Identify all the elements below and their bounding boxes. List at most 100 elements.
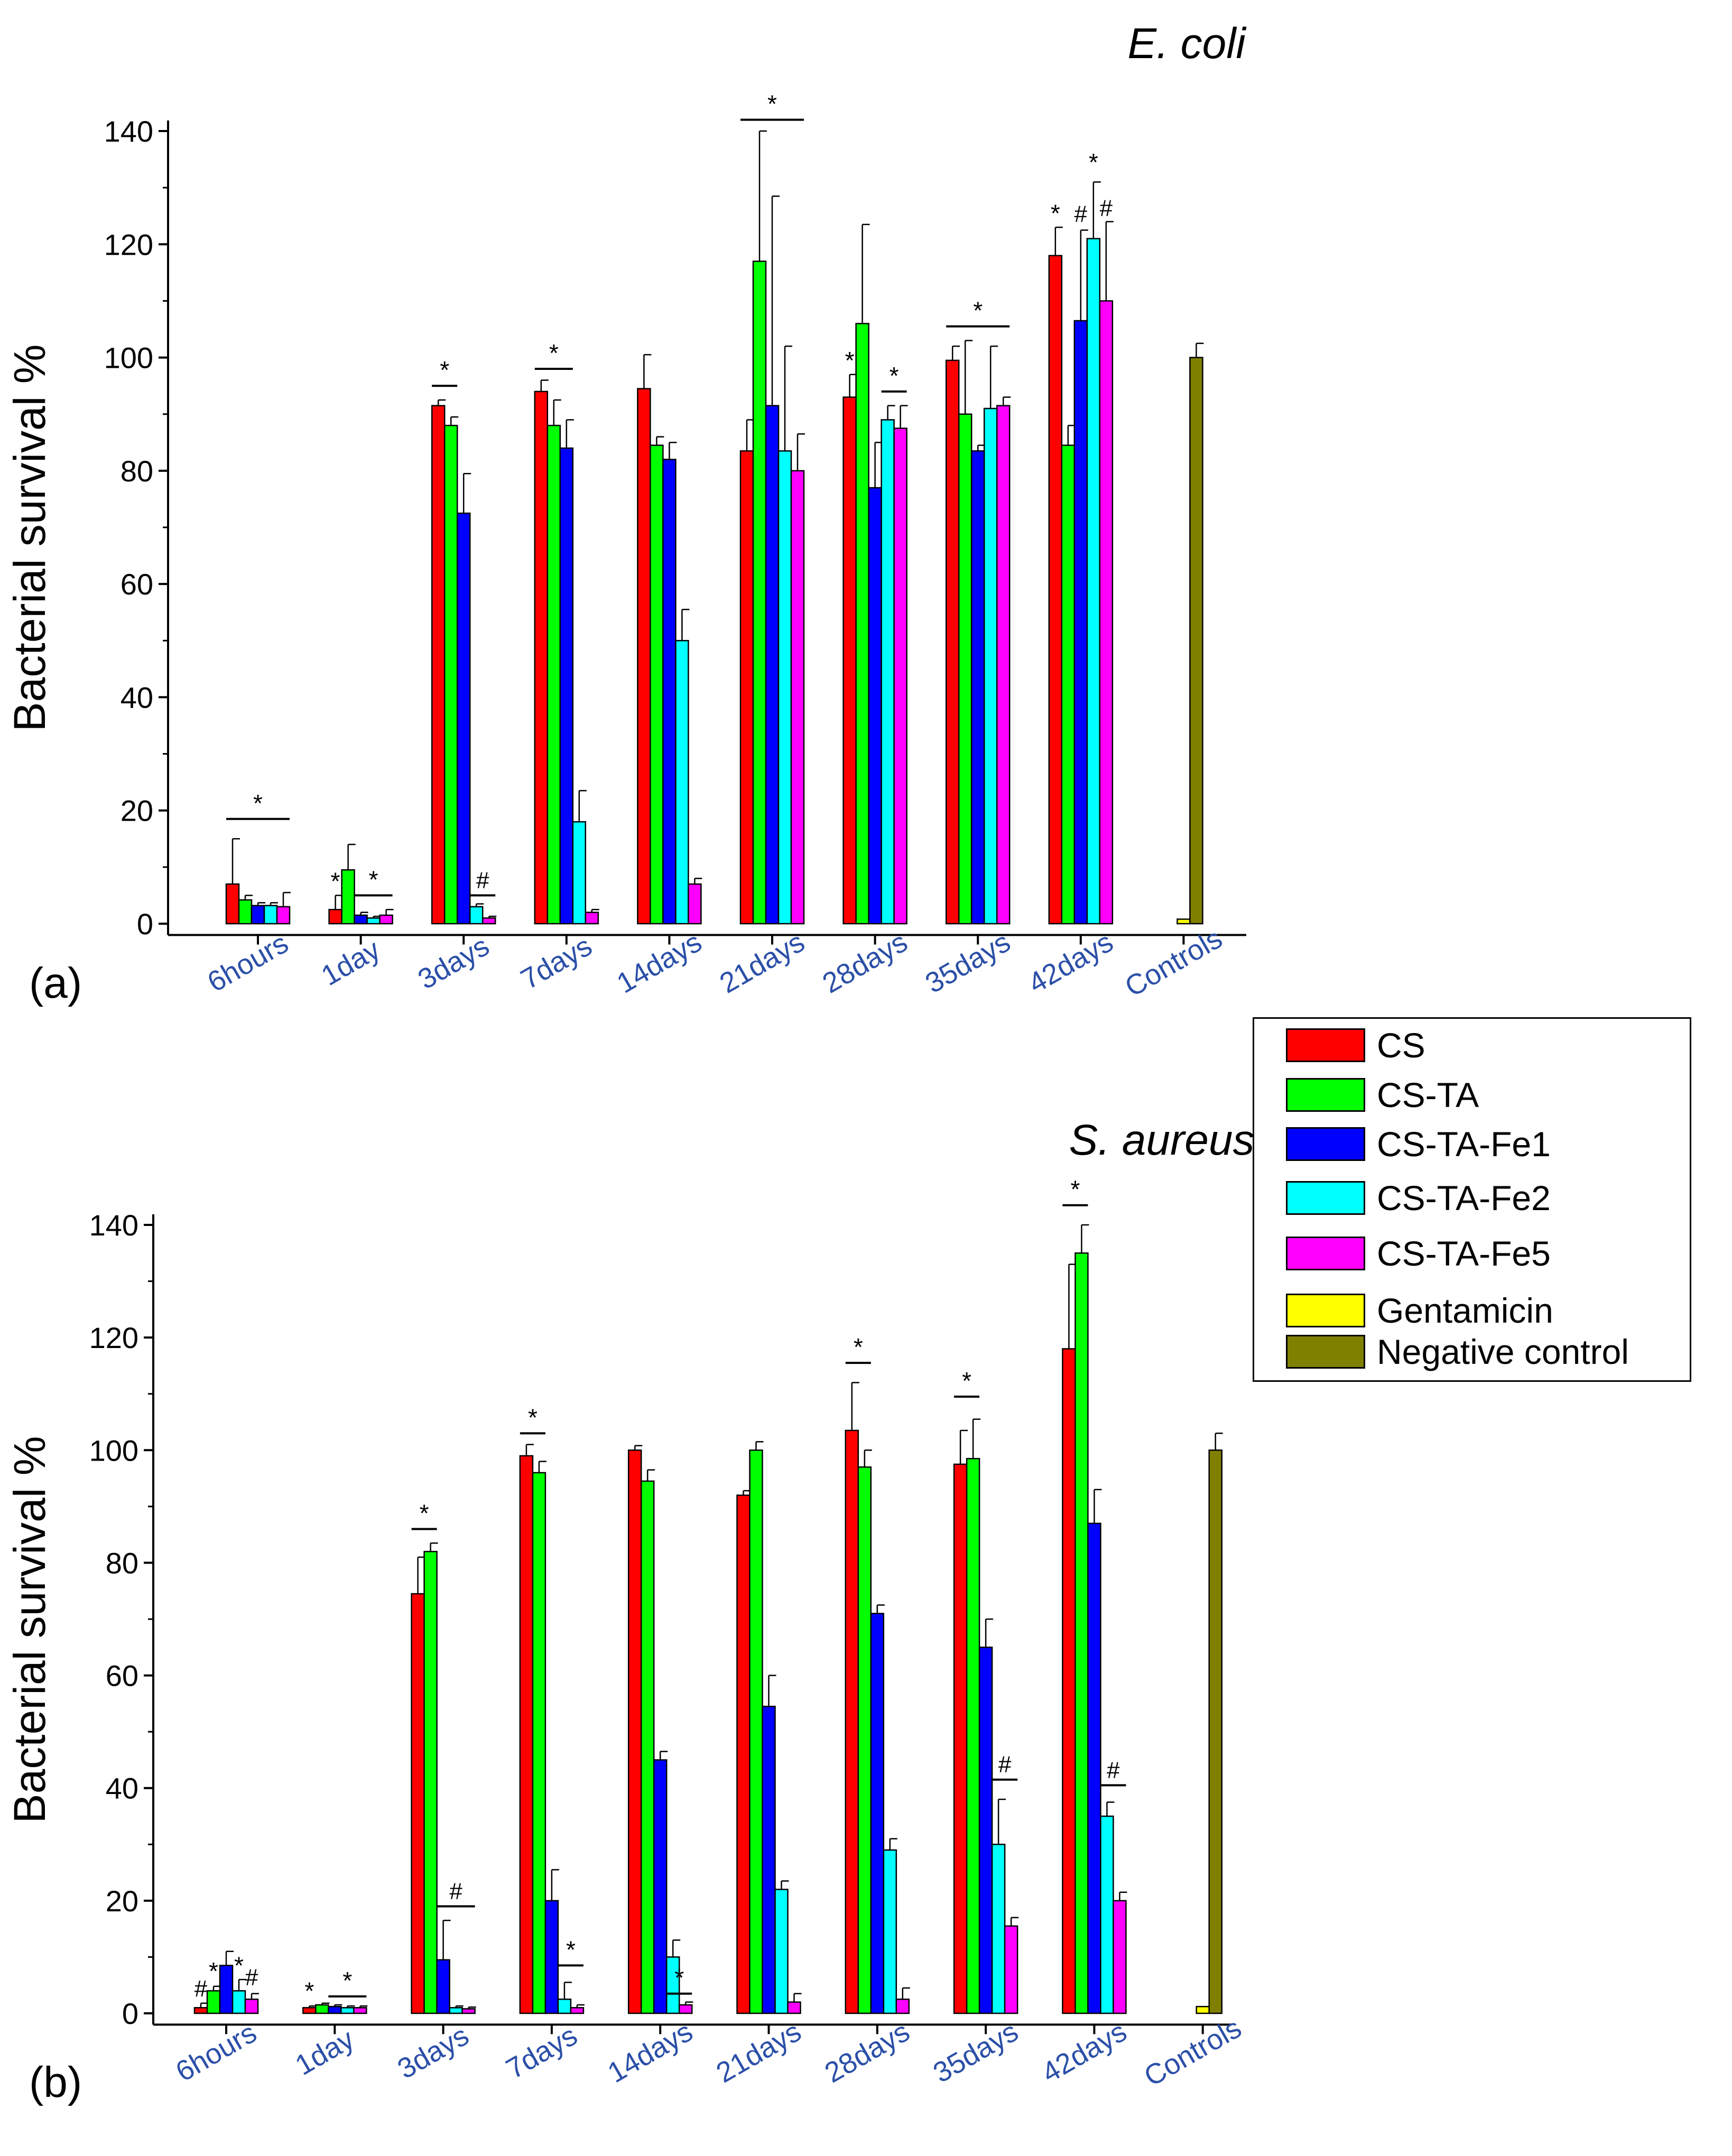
legend-item-cs-ta-fe2: CS-TA-Fe2 [1286,1178,1551,1218]
legend-item-cs-ta: CS-TA [1286,1075,1479,1114]
y-tick-label: 20 [121,794,153,828]
x-tick-label-35days: 35days [920,926,1016,999]
x-tick-label-1day: 1day [290,2023,359,2081]
chart-title: S. aureus [1069,1116,1255,1164]
bar-cs-3days [431,405,446,925]
significance-mark: * [973,297,983,324]
significance-mark: # [476,867,489,893]
bar-cs-ta-fe1-6hours [219,1965,234,2014]
y-tick-label: 80 [106,1546,138,1579]
legend-item-negative-control: Negative control [1286,1332,1629,1371]
bar-cs-ta-42days [1061,444,1076,925]
bar-cs-ta-fe2-7days [572,821,587,925]
bar-cs-42days [1062,1348,1076,2014]
legend-swatch-negative-control [1286,1335,1365,1369]
bar-cs-7days [534,391,549,925]
significance-mark: * [234,1951,244,1979]
legend-label-negative-control: Negative control [1377,1332,1629,1371]
y-tick-label: 120 [104,228,153,261]
significance-mark: * [854,1333,863,1361]
significance-mark: # [245,1965,258,1991]
significance-mark: * [1070,1176,1080,1203]
legend-item-cs-ta-fe1: CS-TA-Fe1 [1286,1125,1551,1164]
panel-b: S. aureus (b) Bacterial survival % 0 20 40 60 8… [5,1116,1254,2106]
x-tick-label-21days: 21days [711,2015,807,2089]
y-tick-label: 100 [89,1434,138,1467]
significance-mark: # [1107,1757,1120,1783]
bar-cs-ta-1day [315,2004,329,2014]
bar-cs-ta-fe2-42days [1100,1815,1114,2014]
significance-mark: * [342,1967,352,1994]
panel-label: (b) [29,2058,82,2106]
bar-cs-ta-fe1-28days [870,1613,885,2014]
y-tick-label: 100 [104,341,153,375]
y-tick-label: 0 [137,907,153,941]
significance-mark: * [845,347,855,374]
bar-gentamicin-controls [1177,918,1191,925]
bar-cs-ta-3days [423,1550,438,2014]
bar-cs-ta-fe1-42days [1073,320,1088,925]
panel-a: E. coli (a) Bacterial survival % 0 20 40 60 80 1… [5,20,1247,1007]
legend-swatch-cs [1286,1028,1365,1062]
bar-cs-ta-fe5-35days [1004,1925,1018,2014]
bar-cs-ta-7days [532,1472,547,2014]
bar-cs-ta-fe1-3days [436,1959,450,2014]
legend-label-cs-ta-fe2: CS-TA-Fe2 [1377,1178,1551,1218]
legend-swatch-cs-ta-fe5 [1286,1237,1365,1270]
bar-cs-ta-fe2-7days [557,1999,572,2014]
bar-cs-ta-fe1-28days [868,487,882,925]
bar-cs-ta-6hours [238,899,253,925]
bar-cs-ta-fe1-35days [978,1647,993,2014]
chart-title: E. coli [1127,20,1247,68]
legend-swatch-gentamicin [1286,1294,1365,1327]
bar-cs-35days [945,359,960,925]
bar-cs-ta-fe1-7days [544,1900,559,2014]
y-tick-label: 80 [121,454,153,488]
y-tick-label: 60 [106,1659,138,1693]
legend-label-cs: CS [1377,1026,1425,1065]
y-axis-title: Bacterial survival % [5,1436,54,1824]
bar-negative-control-controls [1189,357,1203,925]
bar-cs-ta-1day [341,869,355,925]
legend-item-cs: CS [1286,1026,1425,1065]
significance-mark: * [304,1977,314,2004]
bar-cs-ta-fe2-28days [881,419,895,925]
legend-label-cs-ta-fe1: CS-TA-Fe1 [1377,1125,1551,1164]
y-tick-label: 20 [106,1884,138,1918]
bar-cs-ta-fe5-3days [481,917,496,925]
significance-mark: # [1100,196,1113,221]
bar-cs-ta-fe5-28days [893,428,907,925]
bar-cs-35days [953,1463,968,2014]
bar-negative-control-controls [1208,1449,1222,2014]
bar-cs-28days [842,396,857,925]
significance-mark: * [369,866,378,893]
y-axis-title: Bacterial survival % [5,345,54,732]
bar-cs-ta-fe1-3days [456,512,471,925]
bar-cs-14days [627,1449,642,2014]
bar-cs-ta-fe5-42days [1099,300,1114,925]
bar-cs-ta-fe5-14days [688,883,702,925]
x-tick-label-3days: 3days [392,2020,474,2085]
significance-mark: # [194,1976,208,2002]
bar-cs-21days [739,450,754,925]
significance-mark: * [1051,199,1060,227]
y-tick-label: 60 [121,568,153,601]
bar-cs-ta-fe2-21days [777,450,792,925]
bar-cs-ta-fe1-21days [762,1705,776,2014]
bar-cs-ta-fe5-21days [787,2001,801,2014]
bar-cs-ta-fe5-7days [585,912,599,925]
bar-cs-ta-fe1-21days [765,405,780,925]
bar-cs-ta-fe2-1day [340,2007,355,2014]
x-tick-label-6hours: 6hours [202,927,293,999]
bar-cs-3days [411,1593,425,2014]
bar-cs-ta-14days [650,444,664,925]
bar-cs-ta-42days [1075,1252,1089,2014]
significance-mark: * [767,90,777,118]
significance-mark: * [420,1499,429,1527]
bar-cs-ta-fe1-7days [559,447,574,925]
x-tick-label-7days: 7days [501,2020,582,2085]
bar-cs-ta-28days [857,1466,872,2014]
significance-mark: * [440,356,449,384]
x-tick-label-7days: 7days [515,930,597,996]
bar-cs-ta-fe5-6hours [276,906,291,925]
